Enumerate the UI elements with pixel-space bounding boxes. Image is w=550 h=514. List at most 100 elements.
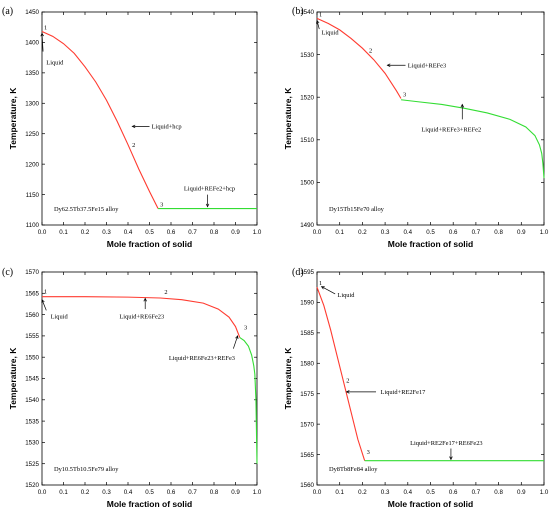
x-axis-title: Mole fraction of solid <box>388 239 473 249</box>
alloy-label: Dy8Tb8Fe84 alloy <box>329 466 378 473</box>
plot-frame <box>41 11 258 226</box>
x-axis-title: Mole fraction of solid <box>388 499 473 509</box>
y-tick-label: 1580 <box>300 360 314 367</box>
annotation-arrowhead <box>131 124 136 129</box>
annotation-label: Liquid <box>337 292 355 299</box>
x-tick-label: 0.7 <box>472 489 481 496</box>
x-tick-label: 0.2 <box>358 229 367 236</box>
annotation-label: Liquid <box>46 60 64 67</box>
x-tick-label: 0.4 <box>124 489 133 496</box>
x-tick-label: 0.8 <box>494 229 503 236</box>
y-tick-label: 1560 <box>300 482 314 489</box>
x-tick-label: 0.7 <box>188 229 197 236</box>
y-tick-label: 1555 <box>25 333 39 340</box>
y-tick-label: 1595 <box>300 269 314 276</box>
chart-panel-d: (d) 0.0 0.1 0.2 0.3 0.4 0.5 0.6 0.7 0.8 0.9 1.0 1560… <box>283 267 549 509</box>
x-tick-label: 1.0 <box>540 489 549 496</box>
x-tick-label: 0.0 <box>38 229 47 236</box>
x-tick-label: 0.5 <box>426 229 435 236</box>
x-axis-title: Mole fraction of solid <box>107 499 192 509</box>
annotation-label: Liquid+RE2Fe17+RE6Fe23 <box>410 440 483 447</box>
x-axis-title: Mole fraction of solid <box>107 239 192 249</box>
annotation-arrow <box>41 33 44 52</box>
annotation-arrowhead <box>460 103 464 108</box>
y-tick-label: 1510 <box>300 137 314 144</box>
x-tick-label: 1.0 <box>540 229 549 236</box>
y-tick-label: 1520 <box>25 482 39 489</box>
y-tick-label: 1400 <box>25 40 39 47</box>
annotation-arrowhead <box>386 63 391 67</box>
y-tick-label: 1200 <box>25 161 39 168</box>
y-tick-label: 1150 <box>26 192 40 199</box>
series-line-0 <box>316 17 402 99</box>
annotation-label: Liquid+RE6Fe23 <box>119 313 164 320</box>
point-label: 2 <box>164 289 167 296</box>
x-tick-label: 0.9 <box>517 229 526 236</box>
x-tick-label: 0.9 <box>231 229 240 236</box>
y-tick-label: 1530 <box>25 440 39 447</box>
point-label: 1 <box>44 288 47 295</box>
alloy-label: Dy10.5Tb10.5Fe79 alloy <box>54 466 119 473</box>
y-tick-label: 1570 <box>25 269 39 276</box>
y-tick-label: 1540 <box>300 9 314 16</box>
point-label: 1 <box>44 24 47 31</box>
y-tick-label: 1525 <box>25 461 39 468</box>
annotation-arrowhead <box>235 335 239 340</box>
annotation-arrowhead <box>345 390 350 394</box>
series-line-1 <box>400 99 545 179</box>
point-label: 3 <box>244 325 247 332</box>
chart-panel-c: (c) 0.0 0.1 0.2 0.3 0.4 0.5 0.6 0.7 0.8 0.9 1.0 1520… <box>2 267 262 509</box>
point-label: 2 <box>346 378 349 385</box>
point-label: 1 <box>319 11 322 18</box>
annotation-arrow <box>233 335 238 349</box>
x-tick-label: 0.3 <box>102 489 111 496</box>
x-tick-label: 0.8 <box>210 489 219 496</box>
y-tick-label: 1450 <box>25 9 39 16</box>
alloy-label: Dy15Tb15Fe70 alloy <box>329 206 385 213</box>
x-tick-label: 0.6 <box>449 489 458 496</box>
annotation-arrowhead <box>40 32 44 37</box>
y-tick-label: 1490 <box>300 222 314 229</box>
x-tick-label: 1.0 <box>253 489 262 496</box>
annotation-arrow <box>321 286 336 295</box>
x-tick-label: 0.2 <box>358 489 367 496</box>
point-label: 2 <box>132 142 135 149</box>
series-line-1 <box>239 337 258 464</box>
y-tick-label: 1550 <box>25 354 39 361</box>
series-line-0 <box>41 30 159 209</box>
y-tick-label: 1590 <box>300 300 314 307</box>
annotation-label: Liquid+REFe2+hcp <box>184 185 235 192</box>
annotation-arrow <box>41 299 47 311</box>
y-tick-label: 1565 <box>25 291 39 298</box>
point-label: 3 <box>367 449 370 456</box>
y-tick-label: 1530 <box>300 52 314 59</box>
x-tick-label: 0.7 <box>472 229 481 236</box>
panel-label: (d) <box>292 267 304 278</box>
annotation-arrow <box>316 20 320 30</box>
x-tick-label: 0.4 <box>403 229 412 236</box>
alloy-label: Dy62.5Tb37.5Fe15 alloy <box>54 206 119 213</box>
point-label: 2 <box>369 48 372 55</box>
x-tick-label: 0.1 <box>335 489 344 496</box>
series-line-0 <box>42 296 241 338</box>
x-tick-label: 0.3 <box>381 229 390 236</box>
x-tick-label: 0.8 <box>494 489 503 496</box>
plot-frame <box>316 271 545 486</box>
annotation-label: Liquid+REFe3+REFe2 <box>421 127 481 134</box>
point-label: 3 <box>160 202 163 209</box>
y-tick-label: 1570 <box>300 421 314 428</box>
y-tick-label: 1535 <box>25 418 39 425</box>
y-tick-label: 1520 <box>300 94 314 101</box>
point-label: 3 <box>403 91 406 98</box>
plot-frame <box>41 271 258 486</box>
y-axis-title: Temperature, K <box>283 347 293 410</box>
x-tick-label: 0.3 <box>102 229 111 236</box>
panel-label: (a) <box>2 6 13 17</box>
annotation-label: Liquid <box>51 314 69 321</box>
x-tick-label: 0.6 <box>167 489 176 496</box>
annotation-label: Liquid+hcp <box>152 123 182 130</box>
x-tick-label: 0.9 <box>517 489 526 496</box>
y-tick-label: 1545 <box>25 376 39 383</box>
annotation-arrowhead <box>143 297 147 302</box>
x-tick-label: 0.6 <box>167 229 176 236</box>
